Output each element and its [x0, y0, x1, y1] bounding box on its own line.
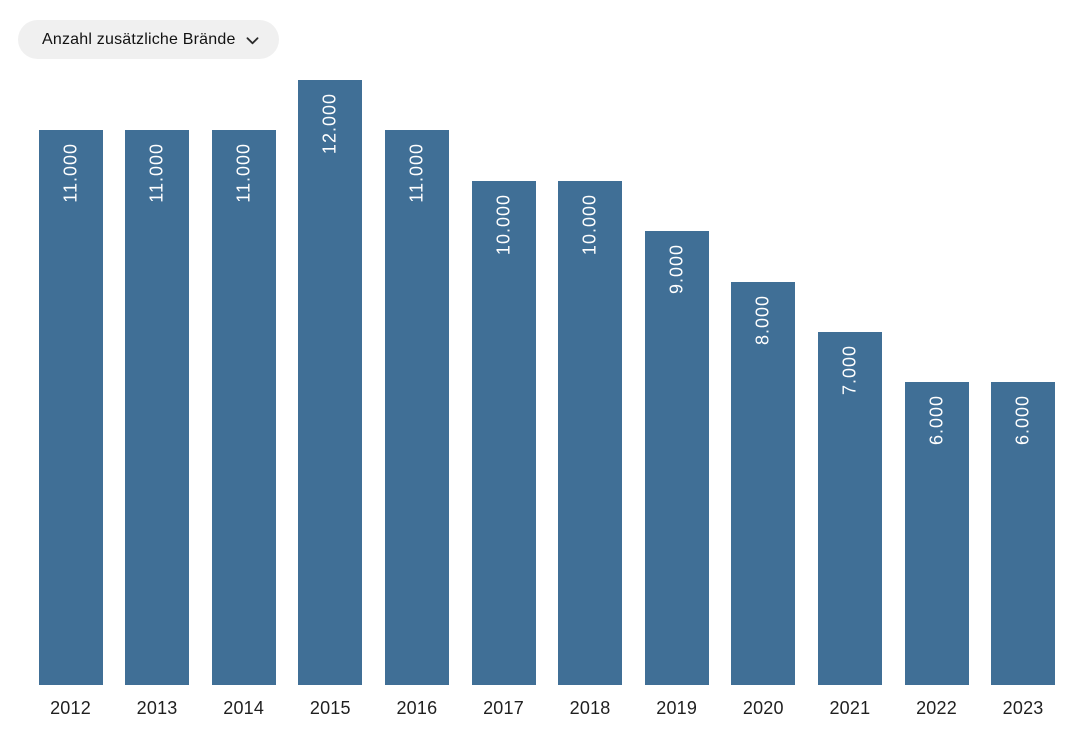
x-axis-label: 2018 [569, 698, 611, 718]
bar[interactable] [125, 130, 190, 685]
bar[interactable] [558, 181, 623, 685]
bar[interactable] [471, 181, 536, 685]
x-axis-label: 2020 [742, 698, 784, 718]
x-axis-label: 2015 [309, 698, 351, 718]
x-axis-label: 2013 [136, 698, 178, 718]
bar[interactable] [904, 382, 969, 685]
bar[interactable] [298, 80, 363, 685]
bar[interactable] [817, 332, 882, 685]
bar[interactable] [384, 130, 449, 685]
bar[interactable] [211, 130, 276, 685]
x-axis-label: 2023 [1002, 698, 1044, 718]
chevron-down-icon [246, 36, 258, 44]
bar[interactable] [644, 231, 709, 685]
bar[interactable] [991, 382, 1056, 685]
metric-dropdown[interactable]: Anzahl zusätzliche Brände [18, 20, 279, 59]
x-axis-label: 2019 [656, 698, 698, 718]
bar[interactable] [38, 130, 103, 685]
x-axis-label: 2017 [483, 698, 524, 718]
bar[interactable] [731, 282, 796, 685]
x-axis-label: 2012 [50, 698, 91, 718]
x-axis-label: 2016 [396, 698, 438, 718]
x-axis-label: 2022 [916, 698, 957, 718]
x-axis-label: 2021 [829, 698, 871, 718]
x-axis-label: 2014 [223, 698, 265, 718]
metric-dropdown-label: Anzahl zusätzliche Brände [42, 30, 236, 48]
